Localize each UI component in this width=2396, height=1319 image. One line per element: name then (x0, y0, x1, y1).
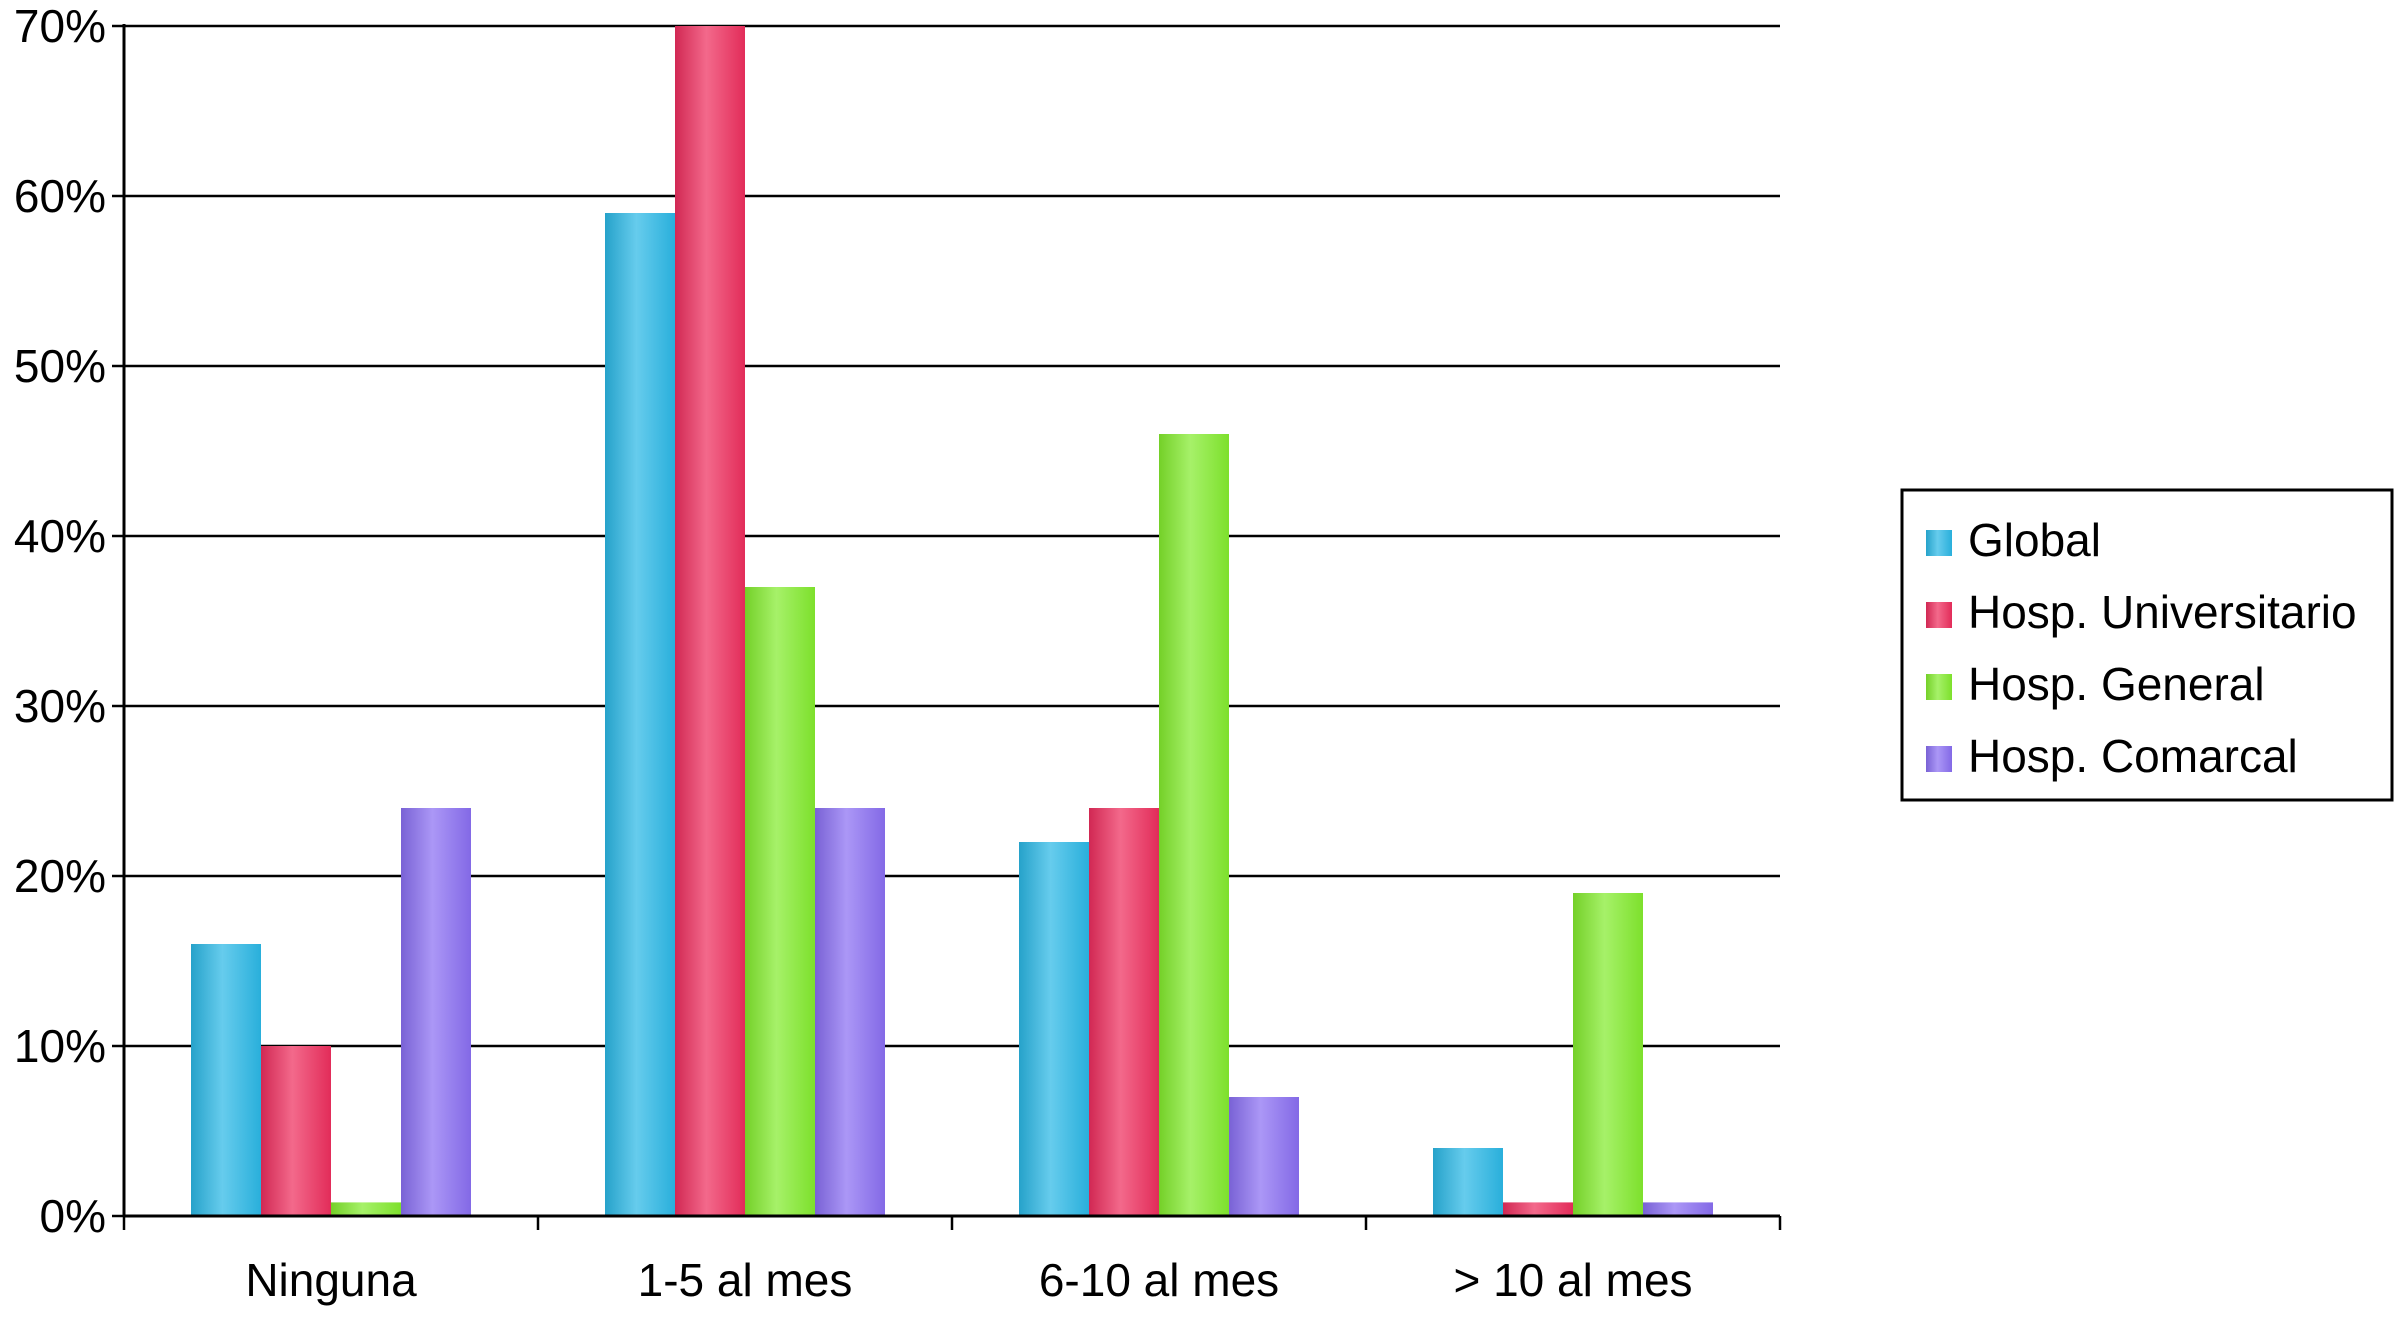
bar-1-4 (1433, 1148, 1503, 1216)
bar-2-3 (1089, 808, 1159, 1216)
bar-4-2 (815, 808, 885, 1216)
bar-1-3 (1019, 842, 1089, 1216)
bar-1-2 (605, 213, 675, 1216)
x-tick-label: 6-10 al mes (1039, 1254, 1279, 1306)
x-tick-labels: Ninguna 1-5 al mes 6-10 al mes > 10 al mes (245, 1254, 1692, 1306)
bar-4-3 (1229, 1097, 1299, 1216)
bar-2-2 (675, 26, 745, 1216)
legend-label: Hosp. General (1968, 658, 2265, 710)
legend: Global Hosp. Universitario Hosp. General Ho… (1900, 488, 2394, 802)
legend-swatch (1926, 674, 1952, 700)
legend-label: Global (1968, 514, 2101, 566)
bar-4-1 (401, 808, 471, 1216)
bar-2-4 (1503, 1202, 1573, 1216)
bar-3-4 (1573, 893, 1643, 1216)
x-tick-label: 1-5 al mes (638, 1254, 853, 1306)
y-tick-label: 10% (14, 1020, 106, 1072)
y-tick-labels: 0% 10% 20% 30% 40% 50% 60% 70% (14, 0, 106, 1242)
bars (191, 26, 1713, 1216)
legend-box (1900, 488, 2394, 802)
bar-3-2 (745, 587, 815, 1216)
y-tick-label: 0% (40, 1190, 106, 1242)
y-tick-label: 60% (14, 170, 106, 222)
bar-3-1 (331, 1202, 401, 1216)
legend-swatch (1926, 746, 1952, 772)
x-tick-label: Ninguna (245, 1254, 417, 1306)
legend-swatch (1926, 602, 1952, 628)
y-tick-label: 40% (14, 510, 106, 562)
gridlines (124, 24, 1780, 1048)
bar-4-4 (1643, 1202, 1713, 1216)
y-tick-label: 20% (14, 850, 106, 902)
x-tick-label: > 10 al mes (1453, 1254, 1692, 1306)
bar-1-1 (191, 944, 261, 1216)
y-tick-label: 70% (14, 0, 106, 52)
y-tick-label: 50% (14, 340, 106, 392)
bar-2-1 (261, 1046, 331, 1216)
legend-label: Hosp. Universitario (1968, 586, 2357, 638)
y-tick-label: 30% (14, 680, 106, 732)
legend-label: Hosp. Comarcal (1968, 730, 2298, 782)
axes (112, 24, 1782, 1230)
bar-3-3 (1159, 434, 1229, 1216)
legend-swatch (1926, 530, 1952, 556)
